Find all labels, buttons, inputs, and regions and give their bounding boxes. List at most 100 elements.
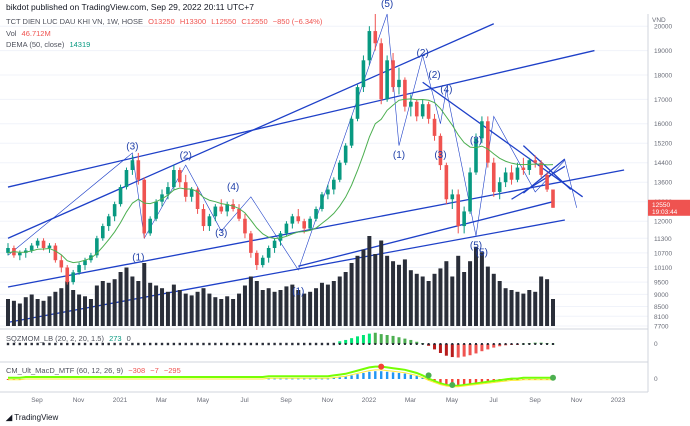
candle-body — [314, 209, 318, 219]
macd-bar — [468, 379, 472, 385]
candle-body — [337, 162, 342, 180]
sqz-bar — [409, 339, 413, 344]
volume-bar — [6, 299, 10, 326]
sqz-dot — [492, 343, 495, 345]
candle-body — [403, 79, 407, 107]
candle-body — [409, 101, 413, 107]
macd-legend[interactable]: CM_Ult_MacD_MTF (60, 12, 26, 9) −308 −7 … — [6, 366, 184, 375]
macd-bar — [279, 378, 282, 380]
dema-legend[interactable]: DEMA (50, close) 14319 — [6, 40, 93, 49]
dema-label: DEMA (50, close) — [6, 40, 65, 49]
candle-body — [349, 118, 354, 146]
candle-body — [527, 160, 532, 170]
sqz-dot — [552, 343, 554, 345]
volume-bar — [331, 281, 336, 326]
macd-bar — [445, 379, 448, 385]
candle-body — [355, 87, 360, 119]
candles — [6, 14, 555, 285]
candle-body — [124, 170, 129, 188]
price-tick: 12000 — [654, 219, 672, 226]
sqz-dot — [107, 342, 110, 346]
candle-body — [491, 162, 496, 192]
sqz-legend[interactable]: SQZMOM_LB (20, 2, 20, 1.5) 273 0 — [6, 334, 134, 343]
candle-body — [249, 233, 253, 253]
volume-bar — [231, 299, 236, 326]
last-price-countdown: 19:03:44 — [652, 209, 678, 216]
volume-bar — [396, 264, 401, 326]
volume-bar — [444, 261, 449, 326]
volume-bar — [59, 288, 64, 326]
volume-bar — [71, 290, 76, 326]
candle-body — [462, 211, 466, 227]
volume-bar — [343, 272, 348, 326]
volume-bar — [237, 293, 242, 326]
sqz-dot — [285, 342, 288, 346]
symbol-name[interactable]: TCT DIEN LUC DAU KHI VN, 1W, HOSE — [6, 17, 143, 26]
price-tick: 20000 — [654, 24, 672, 31]
volume-bar — [272, 291, 277, 326]
candle-body — [521, 167, 526, 170]
macd-bar — [385, 371, 389, 379]
volume-bar — [426, 281, 431, 326]
volume-bar — [77, 294, 82, 326]
volume-bar — [521, 293, 526, 326]
symbol-legend[interactable]: TCT DIEN LUC DAU KHI VN, 1W, HOSE O13250… — [6, 17, 325, 26]
price-tick: 14400 — [654, 160, 672, 167]
candle-body — [551, 189, 555, 208]
sqz-dot — [24, 342, 27, 346]
footer-brand[interactable]: ◢ TradingView — [6, 413, 58, 425]
macd-bar — [403, 373, 407, 379]
candle-body — [219, 206, 224, 212]
volume-bar — [83, 296, 88, 326]
candle-body — [29, 245, 34, 251]
time-tick: May — [446, 397, 459, 404]
candle-body — [53, 245, 58, 261]
candle-body — [189, 189, 194, 197]
sqz-dot — [433, 343, 436, 345]
candle-body — [225, 204, 229, 212]
volume-bar — [260, 290, 265, 326]
volume-bar — [296, 290, 301, 326]
volume-bar — [385, 255, 390, 326]
wave-label: (1) — [292, 287, 304, 298]
volume-bar — [248, 276, 253, 326]
candle-body — [320, 194, 324, 209]
candle-body — [361, 60, 366, 88]
candle-body — [420, 104, 425, 117]
macd-bar — [374, 371, 377, 379]
volume-legend[interactable]: Vol 46.712M — [6, 29, 54, 38]
sqz-bar — [379, 334, 383, 344]
sqz-dot — [457, 343, 460, 345]
time-tick: Mar — [156, 397, 168, 404]
volume-bar — [225, 296, 230, 326]
sqz-dot — [368, 343, 371, 345]
wave-label: (3) — [215, 228, 227, 239]
candle-body — [373, 31, 378, 44]
volume-bar — [106, 282, 111, 326]
sqz-dot — [60, 342, 63, 346]
sqz-dot — [486, 343, 489, 345]
sqz-dot — [445, 343, 448, 345]
sqz-dot — [166, 342, 170, 346]
wave-label: (1) — [132, 252, 144, 263]
time-tick: 2023 — [611, 397, 626, 404]
volume-bars — [6, 236, 555, 326]
sqz-zero-tick: 0 — [654, 341, 658, 348]
wave-label: (5) — [470, 240, 482, 251]
squeeze-panel — [6, 332, 555, 358]
macd-bar — [409, 374, 413, 379]
time-axis[interactable]: Sep Nov 2021 Mar May Jul Sep Nov 2022 Mar May Jul Se… — [31, 397, 625, 404]
volume-bar — [479, 252, 484, 326]
candle-body — [255, 252, 259, 266]
volume-bar — [130, 276, 135, 326]
price-tick: 18000 — [654, 72, 672, 79]
wave-label: (4) — [227, 182, 239, 193]
volume-bar — [497, 281, 502, 326]
price-tick: 9500 — [654, 280, 669, 287]
macd-cross-dot — [425, 372, 432, 379]
candle-body — [296, 216, 301, 222]
sqz-dot — [30, 342, 33, 346]
candle-body — [290, 216, 295, 224]
